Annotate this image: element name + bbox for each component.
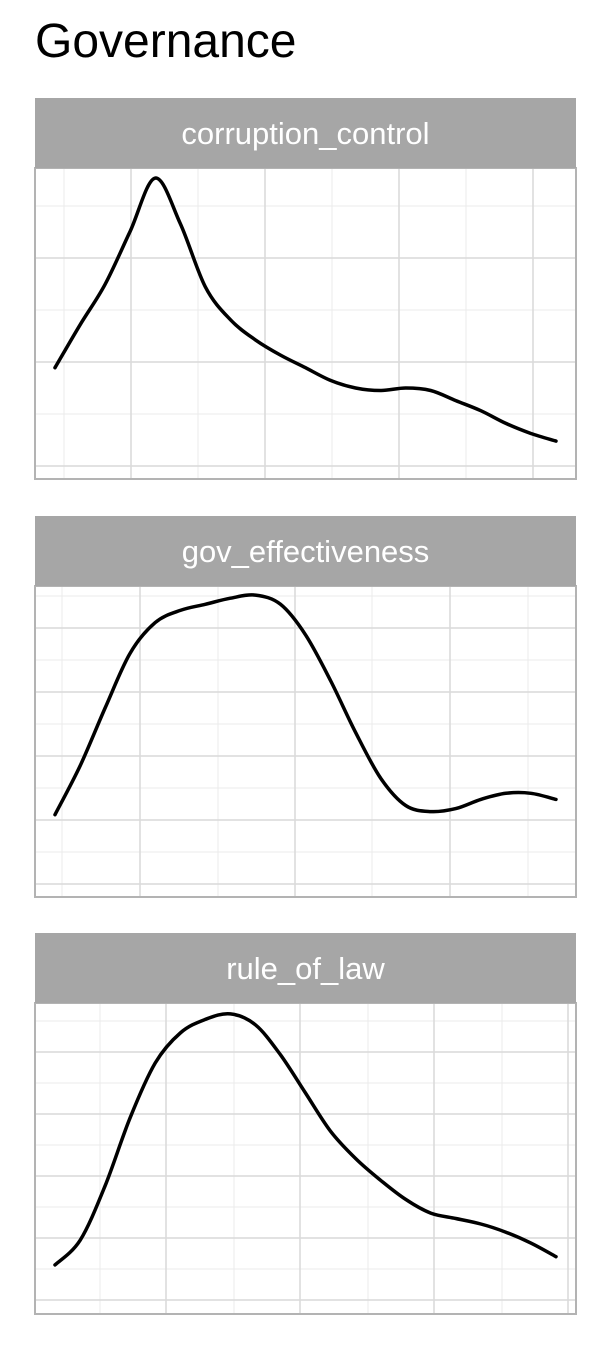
facet-strip-label: gov_effectiveness [182,534,430,569]
facet-strip [35,98,576,168]
facet-panel-gov_effectiveness: gov_effectiveness [34,516,577,898]
page-title: Governance [35,15,297,68]
density-line-rule_of_law [53,1011,558,1267]
facet-strip [35,516,576,586]
panel-background [35,1003,576,1314]
facet-strip-label: corruption_control [181,116,429,151]
density-line-gov_effectiveness [53,593,558,817]
facet-panel-rule_of_law: rule_of_law [34,933,577,1315]
panel-background [35,168,576,479]
facet-strip [35,933,576,1003]
facet-panel-corruption_control: corruption_control [34,98,577,480]
density-line-corruption_control [53,176,558,443]
facet-strip-label: rule_of_law [226,951,385,986]
